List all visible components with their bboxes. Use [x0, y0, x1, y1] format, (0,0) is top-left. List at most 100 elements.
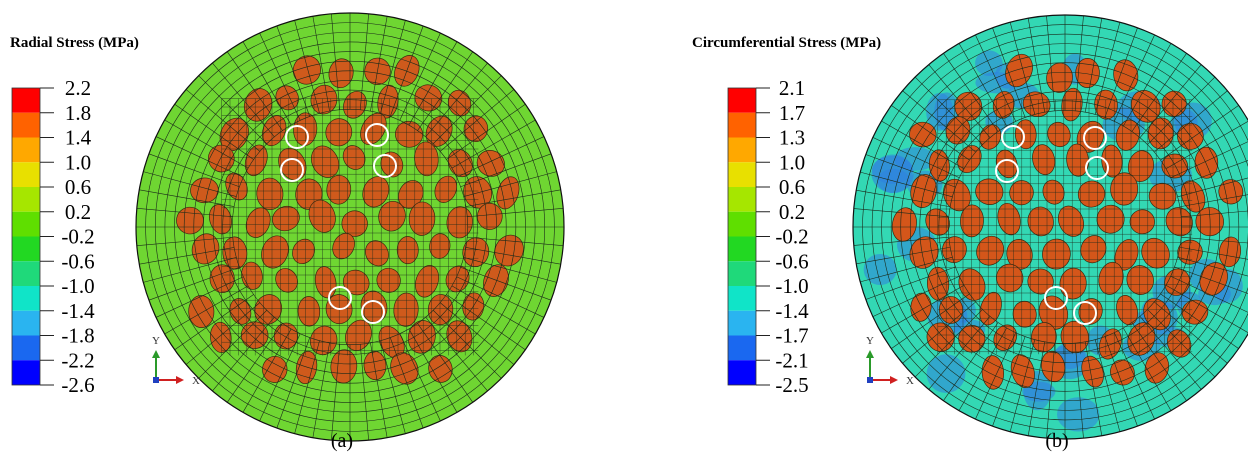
mesh-spoke	[1123, 327, 1172, 411]
mesh-spoke	[1154, 301, 1228, 364]
legend-label: 1.0	[65, 150, 91, 174]
axis-z	[867, 377, 873, 383]
stress-cell	[1218, 179, 1244, 205]
mesh-spoke	[1170, 276, 1248, 317]
mesh-spoke	[259, 333, 301, 422]
axis-x-head	[176, 376, 184, 384]
stress-cell	[408, 201, 436, 236]
mesh-spoke	[1131, 322, 1187, 401]
mesh-spoke	[860, 256, 953, 283]
stress-cell	[398, 180, 424, 209]
mesh-spoke	[198, 75, 267, 144]
stress-cell	[345, 319, 372, 351]
stress-cell	[244, 144, 268, 177]
mesh-spoke	[380, 340, 406, 434]
mesh-spoke	[1174, 266, 1248, 300]
mesh-spoke	[872, 137, 960, 178]
stress-cell	[380, 151, 404, 178]
stress-cell	[1080, 235, 1107, 264]
mesh-spoke	[1139, 64, 1202, 138]
legend-band	[12, 187, 40, 212]
mesh-spoke	[331, 13, 341, 110]
legend-label: -1.4	[61, 299, 95, 323]
stress-cell	[240, 321, 269, 349]
highlight-circle	[995, 159, 1019, 183]
mesh-spoke	[1046, 343, 1056, 439]
stress-cell	[996, 263, 1024, 293]
panel: Radial Stress (MPa)2.21.81.41.00.60.2-0.…	[10, 12, 565, 452]
stress-cell	[1218, 236, 1242, 268]
mesh-spoke	[408, 328, 458, 413]
stress-cell	[209, 264, 235, 293]
mesh-spoke	[1131, 53, 1187, 132]
mesh-spoke	[174, 294, 254, 350]
mesh-spoke	[312, 342, 330, 438]
stress-cell	[446, 206, 473, 239]
mesh-spoke	[1179, 246, 1248, 265]
highlight-circle	[1083, 126, 1107, 150]
mesh-spoke	[148, 153, 240, 188]
panel-label: (a)	[331, 430, 353, 452]
legend-label: -2.2	[61, 348, 94, 372]
mesh-spoke	[417, 323, 473, 403]
legend-band	[12, 137, 40, 163]
panel-title: Circumferential Stress (MPa)	[692, 35, 881, 51]
mesh-spoke	[943, 322, 999, 401]
legend-label: 1.8	[65, 101, 91, 125]
mesh-spoke	[143, 257, 237, 283]
mesh-spoke	[881, 120, 965, 169]
disk-edge	[135, 12, 565, 442]
stress-cell	[363, 350, 387, 381]
stress-patch	[1057, 397, 1100, 432]
mesh-spoke	[155, 136, 244, 178]
mesh-spoke	[359, 13, 369, 110]
legend-label: 2.1	[779, 76, 805, 100]
mesh-spoke	[370, 342, 388, 438]
legend-band	[12, 310, 40, 336]
legend-label: 0.2	[779, 200, 805, 224]
highlight-circle	[361, 300, 385, 324]
mesh-spoke	[439, 89, 515, 152]
mesh-spoke	[1165, 120, 1248, 169]
mesh-spoke	[881, 285, 965, 334]
mesh-spoke	[417, 51, 473, 131]
stress-cell	[210, 321, 232, 353]
mesh-spoke	[164, 119, 249, 169]
mesh-spoke	[259, 32, 301, 121]
mesh-spoke	[408, 41, 458, 126]
disk-edge	[852, 14, 1248, 440]
mesh-spoke	[958, 327, 1007, 411]
stress-cell	[243, 88, 273, 122]
mesh-spoke	[1094, 339, 1121, 432]
stress-cell	[1046, 62, 1073, 93]
mesh-spoke	[212, 316, 275, 392]
stress-cell	[310, 145, 340, 178]
mesh-spoke	[294, 340, 320, 434]
stress-cell	[1141, 237, 1170, 269]
stress-cell	[981, 355, 1004, 390]
highlight-circle	[328, 286, 352, 310]
mesh-spoke	[1123, 43, 1172, 127]
mesh-spoke	[212, 62, 275, 138]
legend-band	[12, 286, 40, 311]
stress-patch	[871, 154, 914, 193]
mesh-spoke	[174, 104, 254, 160]
stress-cell	[462, 237, 490, 267]
legend-band	[12, 261, 40, 286]
stress-cell	[941, 236, 967, 264]
legend-label: 0.2	[65, 200, 91, 224]
mesh-spoke	[1177, 171, 1248, 198]
stress-cell	[1177, 239, 1203, 265]
mesh-spoke	[451, 119, 536, 169]
mesh-spoke	[467, 208, 564, 218]
stress-cell	[1199, 262, 1228, 296]
mesh-spoke	[185, 89, 261, 152]
mesh-spoke	[331, 344, 341, 441]
highlight-circle	[373, 154, 397, 178]
legend-band	[12, 335, 40, 361]
stress-patch	[863, 253, 897, 286]
legend-band	[12, 236, 40, 262]
stress-cell	[292, 55, 321, 85]
mesh-spoke	[856, 189, 951, 208]
